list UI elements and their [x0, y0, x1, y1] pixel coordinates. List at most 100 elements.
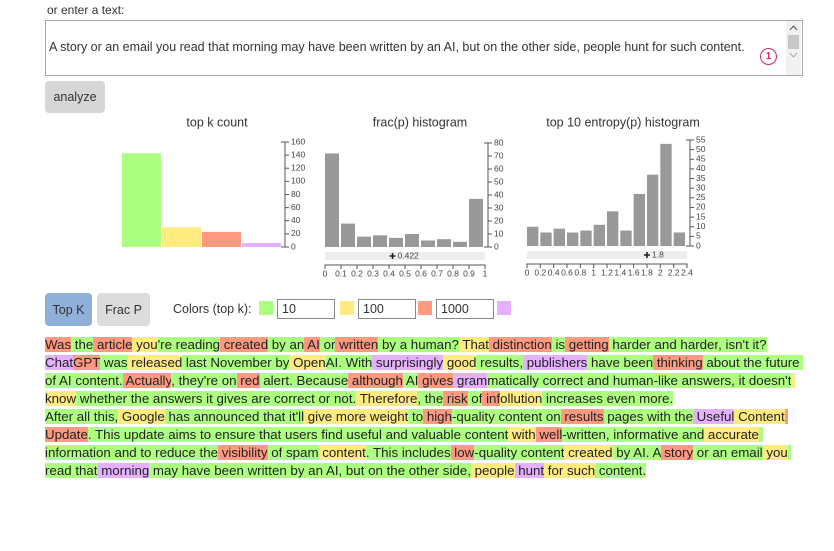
token[interactable]: well	[535, 427, 563, 442]
token[interactable]: are	[247, 391, 271, 406]
token[interactable]: to	[408, 409, 424, 424]
token[interactable]: visibility	[218, 445, 268, 460]
token[interactable]: gram	[453, 373, 488, 388]
token[interactable]: created	[220, 337, 269, 352]
token[interactable]: on	[542, 409, 561, 424]
token[interactable]: with	[643, 409, 671, 424]
token[interactable]: update	[120, 427, 165, 442]
token[interactable]: Was	[45, 337, 72, 352]
token[interactable]: and	[650, 337, 677, 352]
token[interactable]: spam	[282, 445, 319, 460]
token[interactable]: inf	[482, 391, 501, 406]
token[interactable]: released	[127, 355, 183, 370]
token[interactable]: accurate	[704, 427, 759, 442]
token[interactable]: article	[93, 337, 133, 352]
token[interactable]: written	[335, 337, 379, 352]
token[interactable]: low	[450, 445, 475, 460]
token[interactable]: isn	[721, 337, 743, 352]
token[interactable]: written	[243, 463, 287, 478]
token[interactable]: the	[670, 409, 693, 424]
token[interactable]: last	[182, 355, 207, 370]
token[interactable]: the	[71, 337, 94, 352]
token[interactable]: ,	[605, 427, 610, 442]
token[interactable]: story	[660, 445, 694, 460]
token[interactable]: the	[421, 391, 444, 406]
color-swatch[interactable]	[497, 301, 511, 315]
token[interactable]: Therefore	[356, 391, 418, 406]
token[interactable]: red	[236, 373, 260, 388]
token[interactable]: Because	[292, 373, 349, 388]
color-swatch[interactable]	[418, 301, 432, 315]
token[interactable]: been	[210, 463, 244, 478]
token[interactable]: you	[132, 337, 158, 352]
token[interactable]: and	[381, 427, 408, 442]
token[interactable]: to	[136, 445, 152, 460]
token[interactable]: other	[405, 463, 440, 478]
token[interactable]: created	[564, 445, 613, 460]
token[interactable]: pages	[603, 409, 644, 424]
token[interactable]: risk	[443, 391, 468, 406]
threshold-input[interactable]: 100	[358, 299, 416, 319]
token[interactable]: AI	[325, 355, 339, 370]
color-swatch[interactable]	[259, 301, 273, 315]
token[interactable]: .	[642, 463, 647, 478]
token[interactable]: content	[318, 445, 366, 460]
token[interactable]: may	[149, 463, 179, 478]
token[interactable]: -	[653, 373, 658, 388]
token[interactable]: ,	[467, 463, 471, 478]
token[interactable]: correct	[270, 391, 315, 406]
token[interactable]: on	[364, 463, 383, 478]
token[interactable]: informative	[609, 427, 679, 442]
token[interactable]: reduce	[151, 445, 196, 460]
token[interactable]: of	[267, 445, 283, 460]
token[interactable]: content	[461, 427, 509, 442]
token[interactable]: weight	[366, 409, 409, 424]
token[interactable]: surprisingly	[372, 355, 444, 370]
token[interactable]: morning	[97, 463, 150, 478]
token[interactable]: this	[90, 409, 115, 424]
token[interactable]: they	[174, 373, 204, 388]
token[interactable]: doesn	[745, 373, 786, 388]
token[interactable]: by	[271, 355, 290, 370]
token[interactable]: ,	[519, 355, 524, 370]
token[interactable]: valuable	[407, 427, 462, 442]
token[interactable]: good	[443, 355, 477, 370]
token[interactable]: distinction	[488, 337, 552, 352]
token[interactable]: results	[476, 355, 520, 370]
analyze-button[interactable]: analyze	[45, 81, 105, 113]
token[interactable]: was	[100, 355, 128, 370]
token[interactable]: Google	[118, 409, 165, 424]
token[interactable]: gives	[212, 391, 248, 406]
token[interactable]: hunt	[514, 463, 545, 478]
token[interactable]: like	[658, 373, 678, 388]
token[interactable]: -	[562, 427, 567, 442]
token[interactable]: people	[470, 463, 515, 478]
threshold-input[interactable]: 10	[277, 299, 335, 319]
token[interactable]: more	[332, 409, 367, 424]
token[interactable]: content	[517, 445, 565, 460]
token[interactable]: After	[45, 409, 74, 424]
token[interactable]: by	[378, 337, 397, 352]
token[interactable]: content	[595, 463, 643, 478]
token[interactable]: and	[110, 445, 137, 460]
token[interactable]: increases	[542, 391, 603, 406]
token[interactable]: useful	[342, 427, 382, 442]
token[interactable]: announced	[189, 409, 260, 424]
token[interactable]: 're	[157, 337, 172, 352]
token[interactable]: Chat	[45, 355, 74, 370]
token[interactable]: .	[338, 355, 342, 370]
token[interactable]: is	[551, 337, 566, 352]
token[interactable]: with	[508, 427, 536, 442]
token[interactable]: ?	[451, 337, 459, 352]
token[interactable]: AI	[322, 463, 339, 478]
token[interactable]: of	[467, 391, 483, 406]
token[interactable]: it	[734, 373, 746, 388]
token[interactable]: give	[304, 409, 333, 424]
token[interactable]: have	[178, 463, 211, 478]
token[interactable]: With	[341, 355, 373, 370]
token[interactable]: .	[87, 427, 92, 442]
token[interactable]: -	[451, 409, 457, 424]
token[interactable]: the	[127, 391, 150, 406]
token[interactable]: a	[396, 337, 408, 352]
token[interactable]: answers	[149, 391, 203, 406]
